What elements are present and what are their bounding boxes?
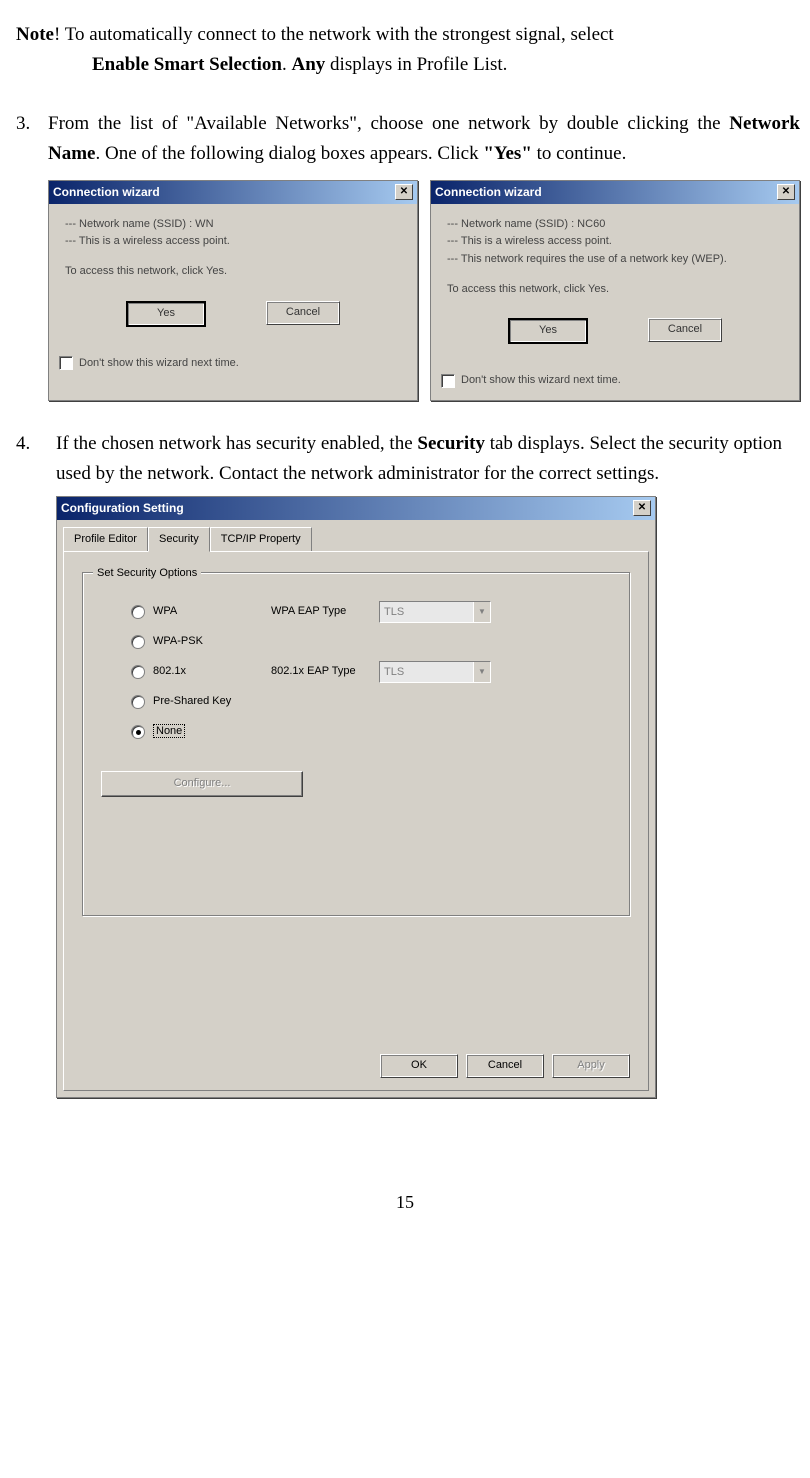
wizard-left-l2: --- This is a wireless access point. [65, 233, 401, 251]
wizard-right-l2: --- This is a wireless access point. [447, 233, 783, 251]
yes-button[interactable]: Yes [508, 318, 588, 344]
yes-button[interactable]: Yes [126, 301, 206, 327]
wizard-left-title: Connection wizard [53, 183, 395, 202]
step4-a: If the chosen network has security enabl… [56, 433, 417, 454]
step-4: 4. If the chosen network has security en… [10, 429, 800, 1099]
apply-label: Apply [577, 1057, 605, 1075]
radio-wpapsk[interactable] [131, 635, 145, 649]
config-title: Configuration Setting [61, 499, 633, 518]
dont-show-checkbox[interactable] [441, 374, 455, 388]
step-3-number: 3. [10, 109, 48, 401]
configure-button[interactable]: Configure... [101, 771, 303, 797]
note-line-2: Enable Smart Selection. Any displays in … [92, 50, 800, 80]
radio-8021x[interactable] [131, 665, 145, 679]
note-bold-2: Any [292, 54, 326, 75]
wizard-right-l3: --- This network requires the use of a n… [447, 251, 783, 269]
cancel-button[interactable]: Cancel [266, 301, 340, 325]
cancel-label: Cancel [668, 321, 702, 339]
step3-bold2: "Yes" [483, 143, 532, 164]
chevron-down-icon: ▼ [473, 662, 490, 682]
wpa-eap-combo[interactable]: TLS ▼ [379, 601, 491, 623]
step-3: 3. From the list of "Available Networks"… [10, 109, 800, 401]
radio-psk-label: Pre-Shared Key [153, 693, 263, 711]
radio-8021x-label: 802.1x [153, 663, 263, 681]
tab-tcpip[interactable]: TCP/IP Property [210, 527, 312, 553]
radio-row-none: None [131, 717, 611, 747]
step3-b: . One of the following dialog boxes appe… [95, 143, 483, 164]
radio-row-wpapsk: WPA-PSK [131, 627, 611, 657]
wizard-left-buttons: Yes Cancel [65, 301, 401, 327]
configuration-setting-dialog: Configuration Setting ✕ Profile Editor S… [56, 496, 656, 1099]
cancel-label: Cancel [488, 1057, 522, 1075]
wpa-eap-value: TLS [380, 602, 473, 622]
configure-label: Configure... [174, 775, 231, 793]
note-label: Note [16, 24, 54, 45]
wizard-right-body: --- Network name (SSID) : NC60 --- This … [431, 204, 799, 368]
wizard-right-title: Connection wizard [435, 183, 777, 202]
8021x-eap-value: TLS [380, 662, 473, 682]
radio-row-8021x: 802.1x 802.1x EAP Type TLS ▼ [131, 657, 611, 687]
cancel-button[interactable]: Cancel [648, 318, 722, 342]
8021x-eap-combo[interactable]: TLS ▼ [379, 661, 491, 683]
radio-wpa[interactable] [131, 605, 145, 619]
wizard-left-checkbox-row: Don't show this wizard next time. [49, 351, 417, 383]
radio-row-wpa: WPA WPA EAP Type TLS ▼ [131, 597, 611, 627]
ok-label: OK [411, 1057, 427, 1075]
wpa-eap-label: WPA EAP Type [271, 603, 371, 621]
security-options-group: Set Security Options WPA WPA EAP Type TL… [82, 572, 630, 916]
wizard-left-l3: To access this network, click Yes. [65, 263, 401, 281]
apply-button[interactable]: Apply [552, 1054, 630, 1078]
step4-bold1: Security [417, 433, 485, 454]
note-bold-1: Enable Smart Selection [92, 54, 282, 75]
radio-wpapsk-label: WPA-PSK [153, 633, 263, 651]
yes-label: Yes [157, 305, 175, 323]
wizard-left-l1: --- Network name (SSID) : WN [65, 216, 401, 234]
wizard-right-buttons: Yes Cancel [447, 318, 783, 344]
note-line-1: Note! To automatically connect to the ne… [16, 20, 800, 50]
connection-wizard-left: Connection wizard ✕ --- Network name (SS… [48, 180, 418, 401]
wizard-left-body: --- Network name (SSID) : WN --- This is… [49, 204, 417, 351]
config-bottom-buttons: OK Cancel Apply [380, 1054, 630, 1078]
config-tabs: Profile Editor Security TCP/IP Property [57, 520, 655, 552]
step3-a: From the list of "Available Networks", c… [48, 113, 729, 134]
note-text-2: displays in Profile List. [325, 54, 507, 75]
page-number: 15 [10, 1188, 800, 1217]
yes-label: Yes [539, 322, 557, 340]
wizard-right-l1: --- Network name (SSID) : NC60 [447, 216, 783, 234]
connection-wizard-row: Connection wizard ✕ --- Network name (SS… [48, 180, 800, 401]
connection-wizard-right: Connection wizard ✕ --- Network name (SS… [430, 180, 800, 401]
cancel-button[interactable]: Cancel [466, 1054, 544, 1078]
close-icon[interactable]: ✕ [633, 500, 651, 516]
tab-profile-editor[interactable]: Profile Editor [63, 527, 148, 553]
radio-none[interactable] [131, 725, 145, 739]
cancel-label: Cancel [286, 304, 320, 322]
step-3-body: From the list of "Available Networks", c… [48, 109, 800, 401]
config-titlebar: Configuration Setting ✕ [57, 497, 655, 520]
radio-none-text: None [153, 724, 185, 738]
tab-security[interactable]: Security [148, 527, 210, 553]
wizard-right-l4: To access this network, click Yes. [447, 281, 783, 299]
close-icon[interactable]: ✕ [777, 184, 795, 200]
ok-button[interactable]: OK [380, 1054, 458, 1078]
radio-psk[interactable] [131, 695, 145, 709]
dont-show-label: Don't show this wizard next time. [461, 372, 621, 390]
note-text-1: ! To automatically connect to the networ… [54, 24, 614, 45]
dont-show-checkbox[interactable] [59, 356, 73, 370]
security-panel: Set Security Options WPA WPA EAP Type TL… [63, 551, 649, 1091]
note-mid: . [282, 54, 292, 75]
radio-row-psk: Pre-Shared Key [131, 687, 611, 717]
step-4-number: 4. [10, 429, 56, 1099]
group-title: Set Security Options [93, 565, 201, 583]
wizard-left-titlebar: Connection wizard ✕ [49, 181, 417, 204]
radio-wpa-label: WPA [153, 603, 263, 621]
dont-show-label: Don't show this wizard next time. [79, 355, 239, 373]
step3-c: to continue. [532, 143, 626, 164]
step-4-body: If the chosen network has security enabl… [56, 429, 800, 1099]
chevron-down-icon: ▼ [473, 602, 490, 622]
close-icon[interactable]: ✕ [395, 184, 413, 200]
wizard-right-checkbox-row: Don't show this wizard next time. [431, 368, 799, 400]
wizard-right-titlebar: Connection wizard ✕ [431, 181, 799, 204]
8021x-eap-label: 802.1x EAP Type [271, 663, 371, 681]
radio-none-label: None [153, 723, 263, 741]
